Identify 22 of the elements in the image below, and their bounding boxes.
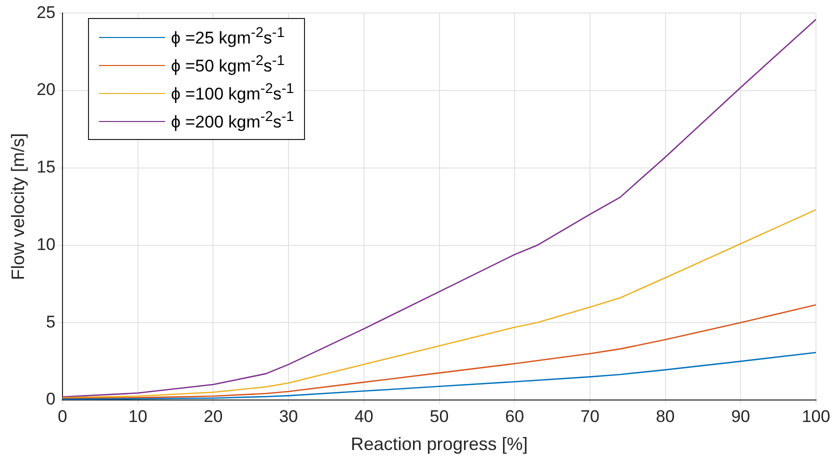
x-axis-title: Reaction progress [%] [350, 434, 528, 454]
x-tick-label: 10 [128, 406, 148, 426]
y-tick-label: 20 [36, 80, 56, 100]
y-tick-label: 25 [36, 2, 56, 22]
x-tick-label: 30 [279, 406, 298, 426]
y-tick-label: 15 [36, 158, 56, 177]
legend-label: ϕ =25 kgm$^{-2}$s$^{-1}$ [171, 25, 285, 49]
x-tick-label: 50 [430, 406, 449, 426]
y-tick-label: 5 [46, 312, 56, 332]
y-axis-title: Flow velocity [m/s] [8, 133, 28, 280]
x-tick-label: 80 [656, 406, 675, 426]
x-tick-label: 20 [204, 406, 223, 426]
x-tick-label: 90 [731, 406, 750, 426]
x-tick-label: 70 [580, 406, 600, 426]
x-tick-label: 60 [505, 406, 524, 426]
y-tick-label: 10 [36, 234, 56, 254]
legend-label: ϕ =100 kgm$^{-2}$s$^{-1}$ [171, 81, 294, 105]
legend-label: ϕ =200 kgm$^{-2}$s$^{-1}$ [171, 109, 294, 133]
y-tick-label: 0 [46, 390, 56, 409]
x-tick-label: 100 [802, 406, 830, 426]
x-tick-label: 40 [354, 406, 374, 426]
legend-label: ϕ =50 kgm$^{-2}$s$^{-1}$ [171, 53, 285, 77]
